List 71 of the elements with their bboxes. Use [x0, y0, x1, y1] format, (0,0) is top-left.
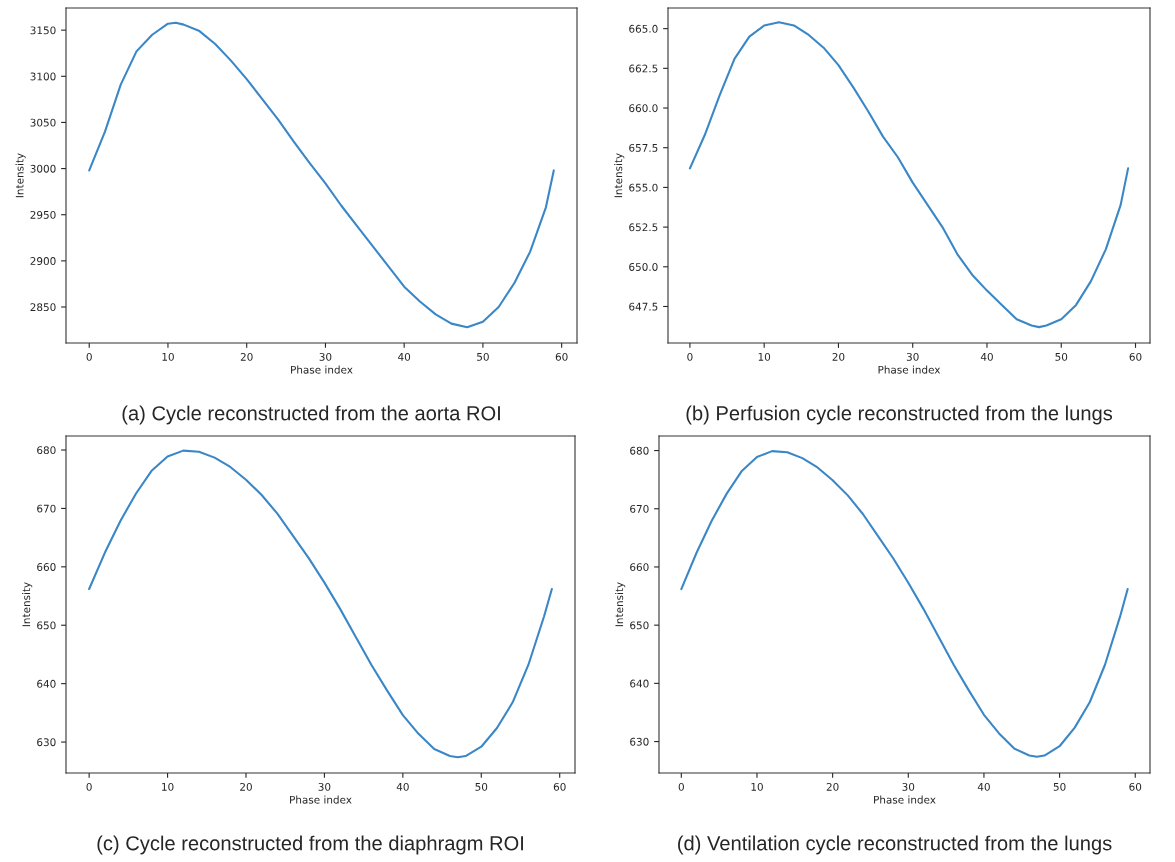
- x-tick-label: 0: [86, 782, 92, 791]
- x-tick-label: 20: [240, 782, 252, 791]
- y-tick-label: 650: [37, 621, 56, 630]
- x-tick-label: 10: [751, 782, 763, 791]
- y-tick-label: 657.5: [629, 143, 658, 152]
- y-axis-title: Intensity: [15, 153, 26, 198]
- y-tick-label: 2900: [30, 257, 56, 265]
- y-tick-label: 3000: [30, 164, 56, 173]
- y-tick-label: 660.0: [629, 104, 658, 113]
- x-tick-label: 30: [318, 782, 331, 791]
- x-tick-label: 0: [678, 782, 684, 791]
- text: (c) Cycle reconstructed from the diaphragm ROI: [97, 835, 523, 855]
- x-tick-label: 20: [240, 352, 253, 361]
- x-tick-label: 40: [396, 782, 409, 791]
- x-tick-label: 50: [1055, 352, 1068, 361]
- x-tick-label: 20: [826, 782, 839, 791]
- line-series: [88, 21, 555, 329]
- y-tick-label: 670: [630, 504, 649, 513]
- y-tick-label: 665.0: [629, 24, 658, 33]
- y-tick-label: 630: [37, 738, 56, 747]
- x-tick-label: 10: [162, 352, 174, 361]
- y-tick-label: 650: [630, 621, 649, 630]
- y-tick-label: 640: [630, 679, 649, 688]
- x-tick-label: 50: [477, 352, 489, 361]
- text: (a) Cycle reconstructed from the aorta ROI: [122, 405, 500, 425]
- x-tick-label: 0: [86, 352, 92, 361]
- y-tick-label: 680: [37, 446, 56, 455]
- y-tick-label: 3150: [30, 26, 56, 35]
- x-tick-label: 50: [475, 782, 488, 791]
- x-tick-label: 20: [832, 352, 845, 361]
- x-axis-title: Phase index: [291, 365, 353, 374]
- x-tick-label: 10: [758, 352, 771, 361]
- x-axis-title: Phase index: [290, 795, 352, 804]
- x-tick-label: 0: [687, 352, 693, 361]
- x-tick-label: 30: [906, 352, 919, 361]
- x-tick-label: 30: [319, 352, 332, 361]
- x-tick-label: 40: [980, 352, 993, 361]
- x-tick-label: 60: [555, 352, 568, 361]
- y-tick-label: 3050: [30, 118, 56, 127]
- y-tick-label: 630: [630, 737, 649, 746]
- y-axis-title: Intensity: [615, 582, 626, 627]
- y-tick-label: 680: [630, 446, 649, 455]
- x-tick-label: 60: [553, 782, 566, 791]
- y-tick-label: 662.5: [629, 64, 658, 73]
- y-tick-label: 670: [37, 504, 56, 513]
- line-series: [680, 450, 1129, 758]
- y-tick-label: 655.0: [629, 183, 658, 192]
- x-tick-label: 10: [162, 782, 174, 791]
- y-tick-label: 2950: [30, 210, 56, 219]
- x-tick-label: 60: [1129, 782, 1142, 791]
- x-tick-label: 50: [1053, 782, 1066, 791]
- y-tick-label: 660: [630, 563, 649, 572]
- x-tick-label: 40: [977, 782, 990, 791]
- y-axis-title: Intensity: [614, 153, 625, 198]
- y-tick-label: 2850: [30, 303, 56, 312]
- y-tick-label: 652.5: [629, 223, 658, 232]
- line-series: [688, 21, 1130, 329]
- y-tick-label: 647.5: [629, 302, 658, 311]
- x-axis-title: Phase index: [874, 795, 936, 804]
- y-tick-label: 650.0: [629, 263, 658, 271]
- y-tick-label: 640: [37, 679, 56, 688]
- text: (d) Ventilation cycle reconstructed from the lungs: [678, 835, 1112, 855]
- text: (b) Perfusion cycle reconstructed from the lungs: [686, 405, 1113, 425]
- x-tick-label: 40: [398, 352, 411, 361]
- line-series: [88, 449, 553, 759]
- y-axis-title: Intensity: [22, 582, 33, 627]
- y-tick-label: 660: [37, 563, 56, 571]
- x-axis-title: Phase index: [878, 365, 941, 374]
- x-tick-label: 60: [1129, 352, 1142, 361]
- y-tick-label: 3100: [30, 72, 56, 81]
- x-tick-label: 30: [902, 782, 915, 791]
